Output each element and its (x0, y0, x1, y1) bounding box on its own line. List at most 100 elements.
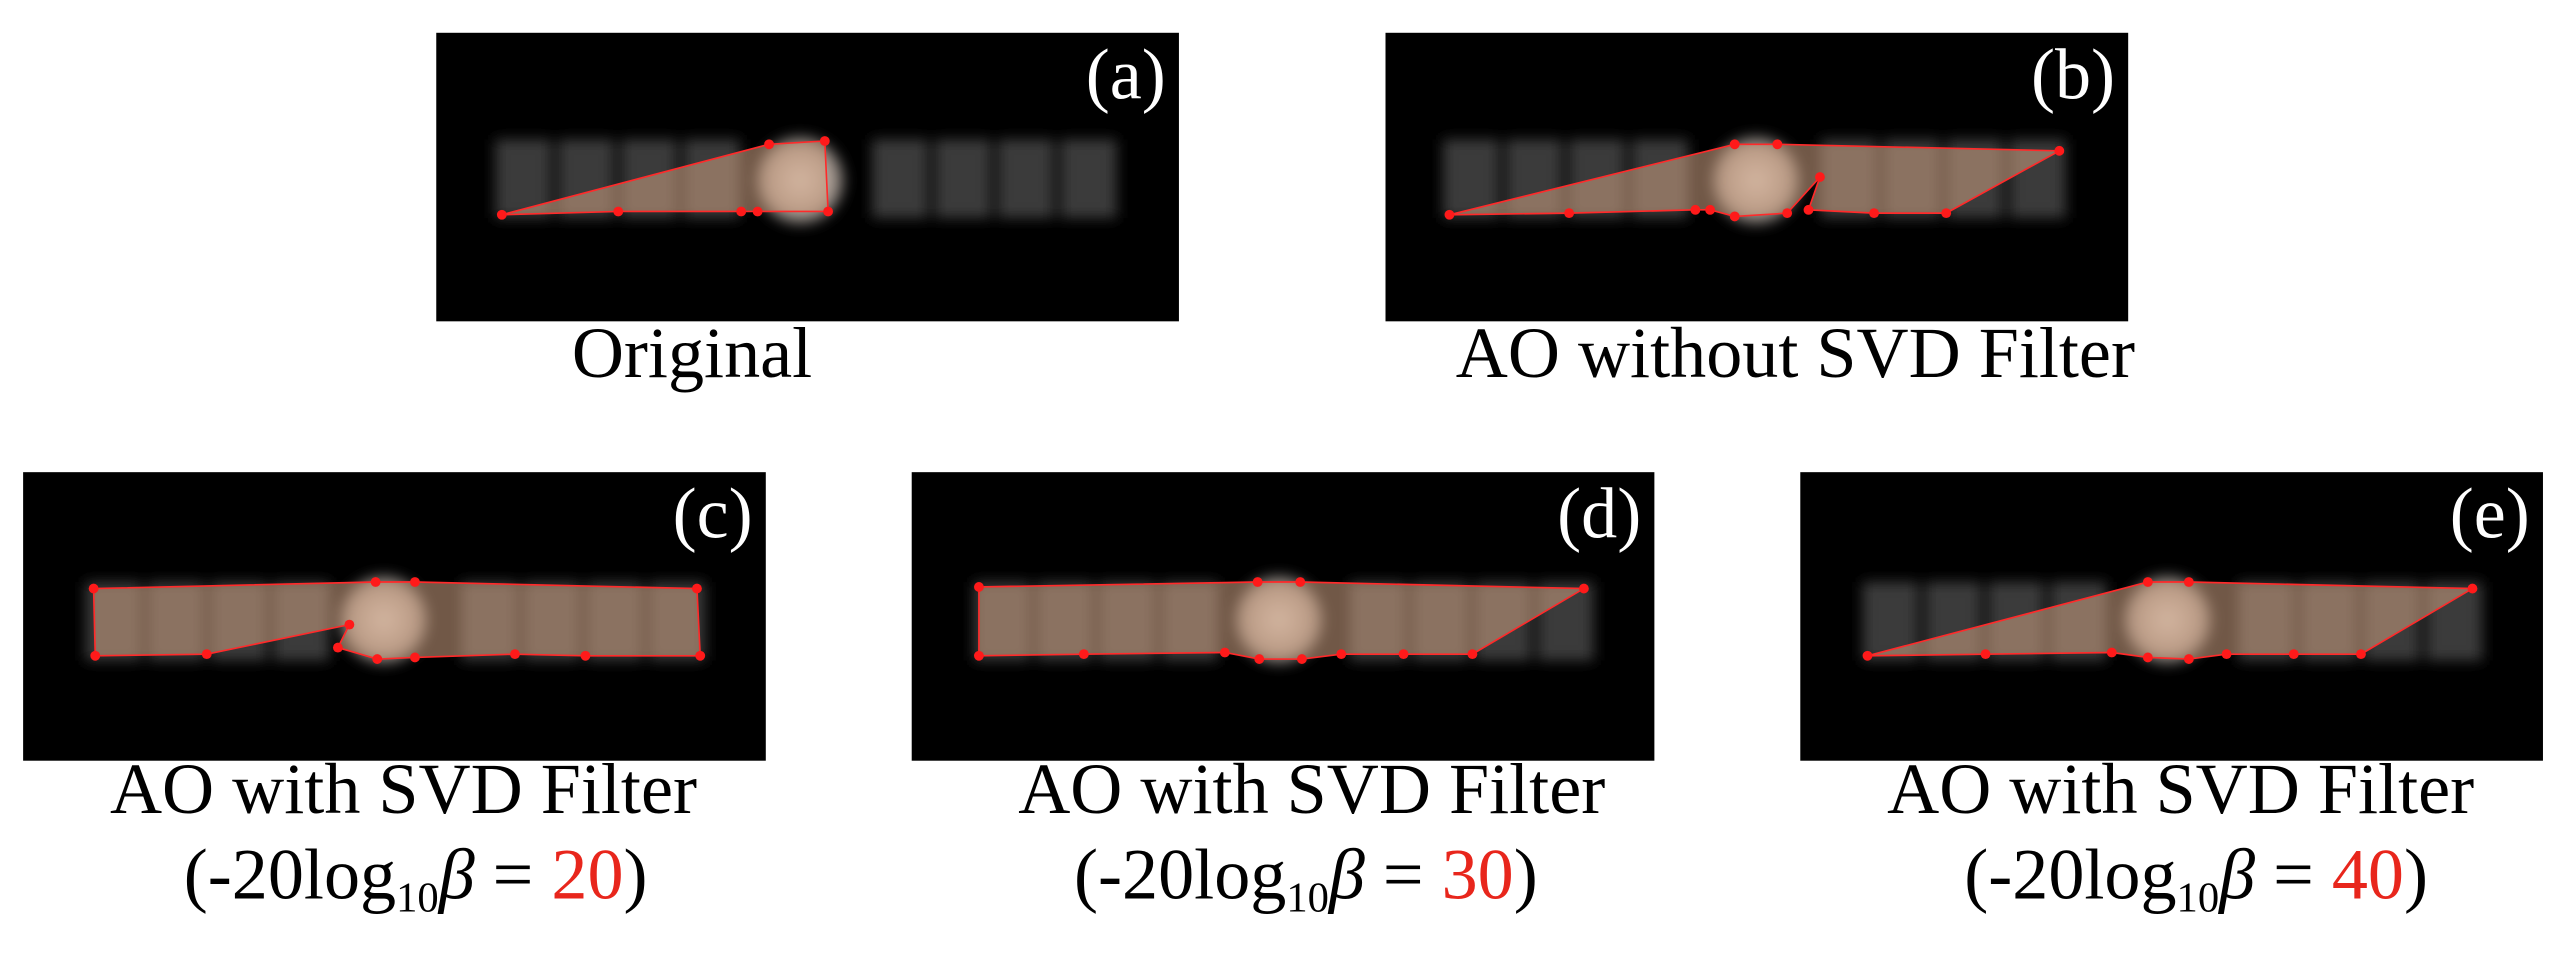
formula-value: 30 (1442, 834, 1514, 914)
keypoint (1772, 139, 1783, 150)
panel: (e) AO with SVD Filter(-20log10β = 40) (1800, 472, 2543, 922)
estimated-outline (92, 581, 702, 660)
keypoint (1941, 208, 1952, 219)
keypoint (692, 583, 702, 594)
formula-symbol: β (1327, 834, 1365, 914)
formula-prefix: (-20log (1964, 834, 2176, 914)
formula-suffix: ) (624, 834, 648, 914)
solar-cell (1060, 139, 1117, 219)
panel: (b) AO without SVD Filter (1385, 32, 2135, 393)
estimated-outline (501, 140, 829, 216)
formula-equals: = (1365, 834, 1442, 914)
keypoint (1690, 204, 1701, 215)
keypoint (1254, 654, 1265, 664)
keypoint (1078, 649, 1089, 660)
keypoint (1980, 649, 1991, 660)
keypoint (974, 582, 984, 592)
keypoint (613, 206, 624, 217)
keypoint (510, 649, 520, 660)
keypoint (344, 619, 355, 630)
solar-cell (872, 139, 929, 219)
keypoint (2356, 649, 2366, 660)
keypoint (1398, 649, 1409, 660)
keypoint (88, 583, 99, 594)
formula-prefix: (-20log (184, 834, 396, 914)
formula-suffix: ) (2404, 834, 2428, 914)
keypoint (410, 577, 420, 587)
keypoint (2183, 654, 2194, 664)
formula-prefix: (-20log (1074, 834, 1286, 914)
panel-tag: (e) (2450, 474, 2530, 554)
keypoint (752, 206, 763, 217)
formula-value: 20 (551, 834, 623, 914)
keypoint (1252, 577, 1263, 587)
keypoint (1869, 208, 1879, 219)
keypoint (2142, 577, 2153, 587)
keypoint (695, 650, 706, 661)
panel-tag: (b) (2031, 34, 2115, 114)
panel: (d) AO with SVD Filter(-20log10β = 30) (911, 472, 1655, 922)
formula-symbol: β (2217, 834, 2255, 914)
formula-suffix: ) (1514, 834, 1538, 914)
solar-cell (934, 139, 992, 219)
formula: (-20log10β = 20) (184, 834, 648, 921)
keypoint (736, 206, 747, 217)
keypoint (90, 650, 101, 661)
keypoint (1336, 649, 1347, 660)
keypoint (1564, 208, 1575, 219)
keypoint (580, 650, 591, 661)
keypoint (1296, 654, 1307, 664)
keypoint (2106, 647, 2117, 658)
caption: AO with SVD Filter (1887, 749, 2474, 829)
panel-tag: (d) (1557, 474, 1641, 554)
keypoint (1729, 211, 1740, 222)
keypoint (974, 650, 984, 661)
estimated-outline (1867, 581, 2476, 660)
keypoint (372, 654, 383, 664)
panel: (a) Original (436, 32, 1179, 393)
keypoint (1578, 583, 1589, 594)
keypoint (1467, 649, 1478, 660)
keypoint (764, 139, 774, 150)
keypoint (201, 649, 212, 660)
keypoint (2288, 649, 2299, 660)
formula-equals: = (2255, 834, 2332, 914)
keypoint (1444, 209, 1455, 220)
panel-tag: (a) (1086, 34, 1166, 114)
keypoint (819, 136, 830, 146)
solar-cell (997, 139, 1054, 219)
keypoint (1705, 204, 1716, 215)
keypoint (332, 642, 343, 653)
caption: AO with SVD Filter (1018, 749, 1605, 829)
formula-subscript: 10 (2177, 875, 2220, 922)
keypoint (496, 209, 507, 220)
keypoint (1219, 647, 1230, 658)
keypoint (823, 206, 834, 217)
formula-subscript: 10 (396, 875, 439, 922)
keypoint (1295, 577, 1306, 587)
keypoint (2054, 145, 2065, 156)
formula: (-20log10β = 40) (1964, 834, 2428, 921)
keypoint (1803, 204, 1814, 215)
panel: (c) AO with SVD Filter(-20log10β = 20) (23, 472, 766, 922)
keypoint (370, 577, 381, 587)
formula: (-20log10β = 30) (1074, 834, 1538, 921)
keypoint (2142, 652, 2153, 663)
keypoint (2467, 583, 2478, 594)
caption: AO without SVD Filter (1456, 313, 2135, 393)
panel-tag: (c) (673, 474, 753, 554)
formula-subscript: 10 (1286, 875, 1329, 922)
formula-equals: = (475, 834, 552, 914)
keypoint (2221, 649, 2232, 660)
formula-value: 40 (2332, 834, 2404, 914)
keypoint (2183, 577, 2194, 587)
keypoint (1815, 172, 1825, 182)
formula-symbol: β (437, 834, 475, 914)
keypoint (1729, 139, 1740, 150)
keypoint (1862, 650, 1873, 661)
caption: Original (572, 313, 812, 393)
keypoint (1782, 208, 1793, 219)
caption: AO with SVD Filter (110, 749, 697, 829)
keypoint (410, 652, 420, 663)
